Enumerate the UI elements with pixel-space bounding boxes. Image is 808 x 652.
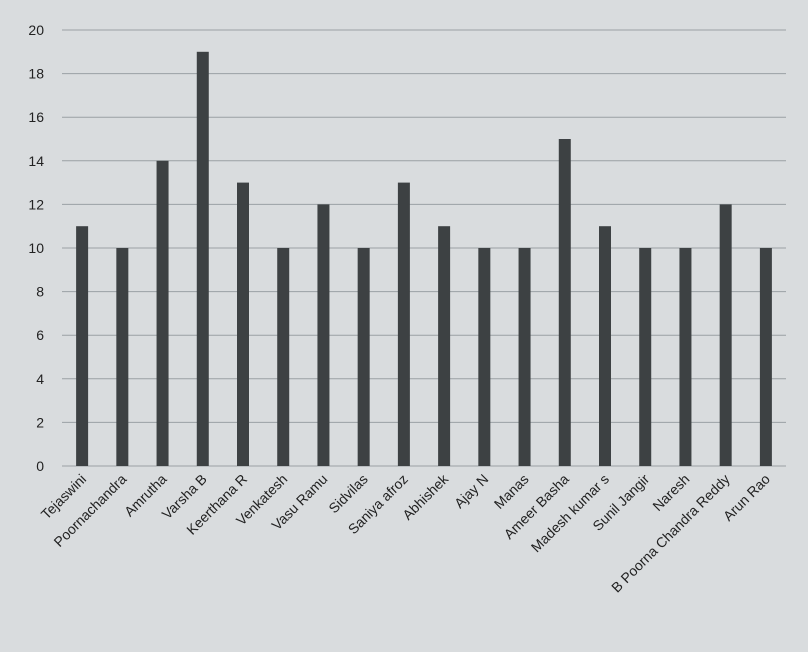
y-tick-label: 16 <box>28 109 44 125</box>
gridlines <box>62 29 786 467</box>
bar <box>518 248 531 466</box>
bar <box>116 248 129 466</box>
bar <box>599 226 611 466</box>
y-tick-label: 8 <box>36 284 44 300</box>
x-tick-label: Ajay N <box>451 471 491 511</box>
y-tick-label: 18 <box>28 66 44 82</box>
bars <box>76 51 772 467</box>
y-tick-label: 12 <box>28 196 44 212</box>
bar <box>719 204 732 466</box>
bar <box>317 204 330 466</box>
bar <box>76 226 89 466</box>
bar <box>558 139 571 466</box>
bar <box>679 248 692 466</box>
bar <box>639 248 652 466</box>
y-tick-label: 10 <box>28 240 44 256</box>
bar <box>357 248 370 466</box>
y-tick-label: 14 <box>28 153 44 169</box>
bar <box>237 182 249 466</box>
bar <box>478 248 491 466</box>
y-tick-label: 6 <box>36 327 44 343</box>
y-tick-label: 2 <box>36 414 44 430</box>
bar <box>196 51 209 467</box>
y-tick-label: 4 <box>36 371 44 387</box>
y-tick-label: 0 <box>36 458 44 474</box>
bar <box>156 160 169 467</box>
y-tick-label: 20 <box>28 22 44 38</box>
bar <box>397 182 410 466</box>
bar <box>759 248 772 466</box>
bar <box>438 226 451 466</box>
x-tick-label: Abhishek <box>399 470 452 523</box>
x-tick-label: Poornachandra <box>50 471 129 550</box>
y-axis-ticks: 0 2 4 6 8 10 12 14 16 18 20 <box>28 22 44 474</box>
bar <box>277 248 290 466</box>
